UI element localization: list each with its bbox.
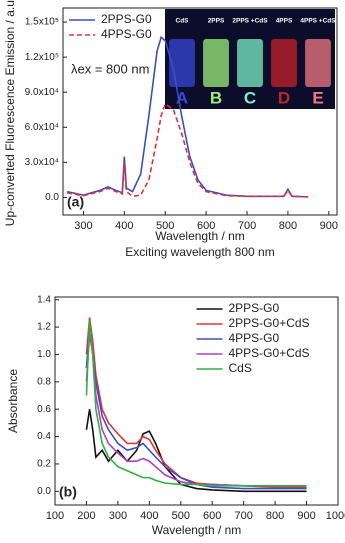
legend-label: 2PPS-G0 <box>229 301 280 315</box>
x-tick-label: 500 <box>172 510 190 522</box>
x-tick-label: 400 <box>115 220 133 232</box>
legend-label: 4PPS-G0 <box>229 331 280 345</box>
x-tick-label: 200 <box>77 510 95 522</box>
annotation: λex = 800 nm <box>71 61 149 76</box>
y-tick-label: 1.2x10⁵ <box>25 52 59 63</box>
x-tick-label: 400 <box>140 510 158 522</box>
vial-label: 2PPS +CdS <box>232 18 268 25</box>
vial <box>305 39 331 87</box>
x-tick-label: 900 <box>320 220 338 232</box>
y-axis-title: Absorbance <box>6 369 20 433</box>
vial-label: 4PPS <box>276 18 293 25</box>
vial-label: 4PPS +CdS <box>300 18 336 25</box>
x-axis-title: Wavelength / nm <box>152 523 242 537</box>
x-axis-subtitle: Exciting wavelength 800 nm <box>125 245 274 259</box>
data-line <box>85 327 307 490</box>
x-tick-label: 600 <box>197 220 215 232</box>
vial-letter: B <box>210 88 222 107</box>
x-tick-label: 900 <box>297 510 315 522</box>
x-tick-label: 700 <box>238 220 256 232</box>
y-tick-label: 9.0x10⁴ <box>25 87 59 98</box>
x-tick-label: 800 <box>266 510 284 522</box>
vial-label: 2PPS <box>208 18 225 25</box>
y-tick-label: 1.4 <box>37 294 51 305</box>
vial <box>169 39 195 87</box>
vial-label: CdS <box>176 18 190 25</box>
x-tick-label: 100 <box>46 510 64 522</box>
x-tick-label: 300 <box>74 220 92 232</box>
x-tick-label: 300 <box>109 510 127 522</box>
y-tick-label: 0.0 <box>37 486 51 497</box>
vial-letter: E <box>312 88 323 107</box>
x-tick-label: 700 <box>234 510 252 522</box>
data-line <box>66 102 309 198</box>
panel-label: (b) <box>59 484 77 500</box>
vial <box>237 39 263 87</box>
vial-letter: D <box>278 88 290 107</box>
vial-letter: C <box>244 88 256 107</box>
legend-label: 4PPS-G0+CdS <box>229 346 310 360</box>
x-tick-label: 600 <box>203 510 221 522</box>
y-tick-label: 6.0x10⁴ <box>25 122 59 133</box>
legend-label: 2PPS-G0 <box>101 12 152 26</box>
x-axis-title: Wavelength / nm <box>155 229 245 243</box>
legend-label: 4PPS-G0 <box>101 27 152 41</box>
y-tick-label: 0.0 <box>45 192 59 203</box>
data-line <box>85 409 307 493</box>
y-tick-label: 0.6 <box>37 404 51 415</box>
axes-frame <box>62 7 338 216</box>
vial <box>203 39 229 87</box>
panel-label: (a) <box>67 194 84 210</box>
y-tick-label: 0.4 <box>37 431 51 442</box>
axes-frame <box>54 296 339 506</box>
legend-label: 2PPS-G0+CdS <box>229 316 310 330</box>
x-tick-label: 800 <box>279 220 297 232</box>
y-tick-label: 3.0x10⁴ <box>25 157 59 168</box>
y-tick-label: 1.0 <box>37 349 51 360</box>
data-line <box>85 320 307 487</box>
y-tick-label: 1.2 <box>37 322 51 333</box>
y-tick-label: 0.8 <box>37 376 51 387</box>
legend-label: CdS <box>229 361 252 375</box>
vial <box>271 39 297 87</box>
y-tick-label: 1.5x10⁵ <box>25 17 59 28</box>
y-axis-title: Up-converted Fluorescence Emission / a.u… <box>3 0 17 226</box>
y-tick-label: 0.2 <box>37 459 51 470</box>
x-tick-label: 500 <box>156 220 174 232</box>
